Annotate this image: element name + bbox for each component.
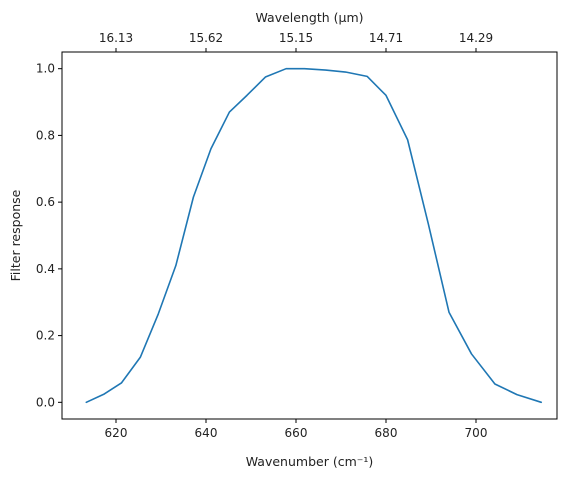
y-tick-label: 0.8 — [36, 128, 55, 142]
top-tick-label: 15.15 — [279, 31, 313, 45]
top-tick-label: 16.13 — [99, 31, 133, 45]
y-tick-label: 1.0 — [36, 62, 55, 76]
y-axis-ticks: 0.0 0.2 0.4 0.6 0.8 1.0 — [36, 62, 62, 409]
plot-area — [85, 67, 543, 404]
x-tick-label: 700 — [465, 426, 488, 440]
x-axis-ticks: 620 640 660 680 700 — [105, 419, 488, 440]
y-tick-label: 0.2 — [36, 329, 55, 343]
top-tick-label: 14.29 — [459, 31, 493, 45]
y-tick-label: 0.6 — [36, 195, 55, 209]
y-tick-label: 0.0 — [36, 395, 55, 409]
top-axis-title: Wavelength (μm) — [255, 10, 363, 25]
y-tick-label: 0.4 — [36, 262, 55, 276]
series-line-0 — [85, 67, 543, 404]
top-tick-label: 14.71 — [369, 31, 403, 45]
x-axis-title: Wavenumber (cm⁻¹) — [246, 454, 373, 469]
x-tick-label: 620 — [105, 426, 128, 440]
x-tick-label: 660 — [285, 426, 308, 440]
plot-frame — [61, 51, 558, 420]
x-tick-label: 680 — [375, 426, 398, 440]
top-axis-ticks: 16.13 15.62 15.15 14.71 14.29 — [99, 31, 493, 52]
top-tick-label: 15.62 — [189, 31, 223, 45]
x-tick-label: 640 — [195, 426, 218, 440]
y-axis-title: Filter response — [8, 189, 23, 281]
